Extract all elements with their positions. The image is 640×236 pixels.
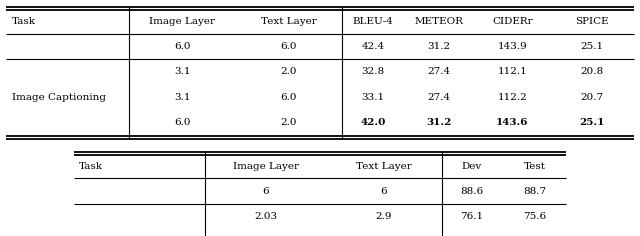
Text: 31.2: 31.2 <box>428 42 451 51</box>
Text: 75.6: 75.6 <box>523 212 546 221</box>
Text: Task: Task <box>79 162 102 171</box>
Text: 88.6: 88.6 <box>460 187 484 196</box>
Text: Test: Test <box>524 162 545 171</box>
Text: SPICE: SPICE <box>575 17 609 26</box>
Text: 42.4: 42.4 <box>362 42 385 51</box>
Text: 27.4: 27.4 <box>428 67 451 76</box>
Text: Text Layer: Text Layer <box>260 17 317 26</box>
Text: 32.8: 32.8 <box>362 67 385 76</box>
Text: 25.1: 25.1 <box>580 42 604 51</box>
Text: Task: Task <box>12 17 36 26</box>
Text: 27.4: 27.4 <box>428 93 451 102</box>
Text: 2.0: 2.0 <box>280 67 297 76</box>
Text: BLEU-4: BLEU-4 <box>353 17 394 26</box>
Text: 25.1: 25.1 <box>579 118 605 127</box>
Text: 3.1: 3.1 <box>174 67 190 76</box>
Text: 6.0: 6.0 <box>280 42 297 51</box>
Text: 2.03: 2.03 <box>254 212 277 221</box>
Text: Dev: Dev <box>462 162 482 171</box>
Text: 112.1: 112.1 <box>497 67 527 76</box>
Text: Text Layer: Text Layer <box>356 162 412 171</box>
Text: Image Layer: Image Layer <box>149 17 215 26</box>
Text: 76.1: 76.1 <box>460 212 484 221</box>
Text: 6.0: 6.0 <box>174 118 190 127</box>
Text: Image Captioning: Image Captioning <box>12 93 106 102</box>
Text: 31.2: 31.2 <box>426 118 452 127</box>
Text: 112.2: 112.2 <box>497 93 527 102</box>
Text: Image Layer: Image Layer <box>232 162 299 171</box>
Text: 88.7: 88.7 <box>523 187 546 196</box>
Text: 2.9: 2.9 <box>376 212 392 221</box>
Text: METEOR: METEOR <box>415 17 463 26</box>
Text: CIDERr: CIDERr <box>492 17 532 26</box>
Text: 20.7: 20.7 <box>580 93 604 102</box>
Text: 143.6: 143.6 <box>496 118 529 127</box>
Text: 20.8: 20.8 <box>580 67 604 76</box>
Text: 6: 6 <box>381 187 387 196</box>
Text: 33.1: 33.1 <box>362 93 385 102</box>
Text: 6.0: 6.0 <box>174 42 190 51</box>
Text: 2.0: 2.0 <box>280 118 297 127</box>
Text: 143.9: 143.9 <box>497 42 527 51</box>
Text: 42.0: 42.0 <box>360 118 386 127</box>
Text: 6.0: 6.0 <box>280 93 297 102</box>
Text: 6: 6 <box>262 187 269 196</box>
Text: 3.1: 3.1 <box>174 93 190 102</box>
